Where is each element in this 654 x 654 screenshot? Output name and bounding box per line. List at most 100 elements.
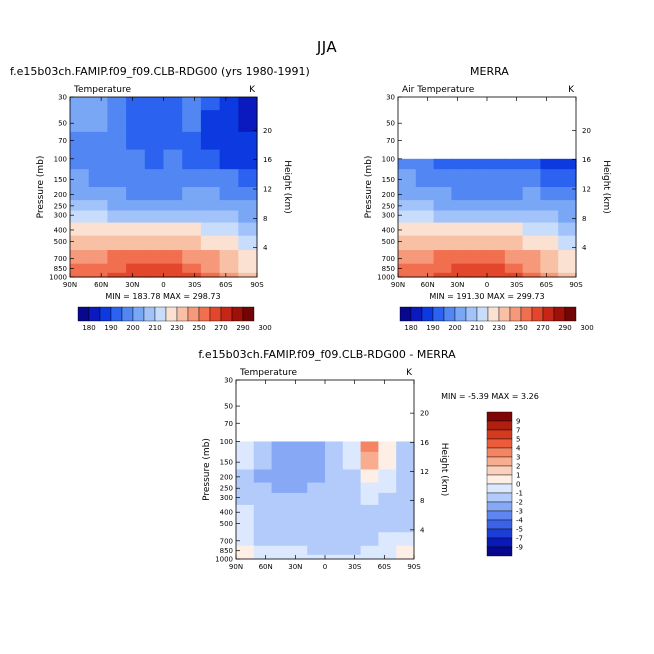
data-cell — [70, 200, 90, 212]
colorbar-box — [486, 528, 513, 539]
data-cell — [360, 482, 379, 494]
colorbar-diff — [486, 411, 513, 557]
colorbar-label: 290 — [558, 324, 571, 332]
data-cell — [342, 545, 362, 556]
colorbar-box — [486, 474, 513, 485]
colorbar-label: 230 — [170, 324, 183, 332]
data-cell — [558, 169, 577, 188]
data-cell — [163, 250, 183, 265]
y-tick-label: 300 — [54, 212, 67, 220]
y2-tick-label: 8 — [263, 215, 267, 223]
data-cell — [325, 441, 344, 453]
data-cell — [200, 97, 221, 111]
colorbar-box — [542, 306, 555, 322]
data-cell — [238, 187, 258, 201]
data-cell — [433, 222, 452, 237]
data-cell — [522, 250, 541, 265]
data-cell — [415, 222, 435, 237]
colorbar-label: 2 — [516, 463, 520, 471]
data-cell — [342, 504, 362, 519]
data-cell — [163, 110, 183, 133]
y-tick-label: 200 — [220, 473, 233, 481]
colorbar-1 — [77, 306, 255, 322]
units-label: K — [406, 368, 413, 378]
data-cell — [88, 169, 108, 188]
data-cell — [107, 200, 127, 212]
data-cell — [360, 492, 379, 506]
y-axis-label: Pressure (mb) — [202, 438, 212, 501]
panel-1-title: f.e15b03ch.FAMIP.f09_f09.CLB-RDG00 (yrs … — [10, 65, 310, 78]
y-tick-label: 30 — [58, 94, 67, 102]
data-cell — [504, 222, 524, 237]
data-cell — [107, 250, 127, 265]
data-cell — [396, 451, 415, 471]
data-cell — [219, 131, 239, 151]
data-cell — [396, 441, 415, 453]
colorbar-box — [421, 306, 434, 322]
data-cell — [200, 222, 221, 237]
data-cell — [253, 492, 273, 506]
data-cell — [163, 200, 183, 212]
y-tick-label: 850 — [220, 547, 233, 555]
data-cell — [289, 517, 308, 533]
data-cell — [360, 554, 379, 560]
data-cell — [487, 250, 506, 265]
data-cell — [307, 492, 326, 506]
data-cell — [415, 169, 435, 188]
colorbar-box — [553, 306, 566, 322]
data-cell — [487, 235, 506, 251]
data-cell — [504, 272, 524, 278]
data-cell — [236, 554, 255, 560]
figure-title: JJA — [316, 38, 338, 56]
colorbar-box — [486, 411, 513, 422]
x-tick-label: 30N — [450, 281, 464, 289]
data-cell — [469, 210, 488, 224]
data-cell — [469, 263, 488, 274]
x-tick-label: 30S — [348, 563, 362, 571]
colorbar-label: 3 — [516, 454, 520, 462]
data-cell — [271, 545, 290, 556]
data-cell — [487, 158, 506, 170]
data-cell — [360, 469, 379, 484]
data-cell — [415, 235, 435, 251]
data-cell — [126, 250, 146, 265]
colorbar-box — [187, 306, 200, 322]
x-tick-label: 30S — [188, 281, 202, 289]
data-cell — [433, 250, 452, 265]
data-cell — [289, 451, 308, 471]
data-cell — [144, 235, 165, 251]
data-cell — [558, 263, 577, 274]
data-cell — [238, 272, 258, 278]
colorbar-label: 270 — [214, 324, 227, 332]
data-cell — [342, 469, 362, 484]
data-cell — [219, 272, 239, 278]
data-cell — [451, 263, 470, 274]
data-cell — [271, 469, 290, 484]
y-tick-label: 300 — [382, 212, 395, 220]
data-cell — [504, 187, 524, 201]
colorbar-box — [520, 306, 533, 322]
data-cell — [271, 532, 290, 547]
data-cell — [558, 235, 577, 251]
data-cell — [253, 532, 273, 547]
data-cell — [200, 187, 221, 201]
data-cell — [433, 158, 452, 170]
data-cell — [451, 187, 470, 201]
data-cell — [88, 200, 108, 212]
y-tick-label: 1000 — [377, 274, 395, 282]
data-cell — [163, 169, 183, 188]
colorbar-box — [410, 306, 423, 322]
data-cell — [219, 169, 239, 188]
data-cell — [378, 517, 397, 533]
data-cell — [433, 272, 452, 278]
data-cell — [219, 250, 239, 265]
data-cell — [182, 131, 202, 151]
data-cell — [342, 492, 362, 506]
data-cell — [126, 110, 146, 133]
data-cell — [469, 235, 488, 251]
data-cell — [415, 200, 435, 212]
units-label: K — [249, 85, 256, 95]
data-cell — [325, 554, 344, 560]
data-cell — [398, 263, 417, 274]
data-cell — [307, 545, 326, 556]
